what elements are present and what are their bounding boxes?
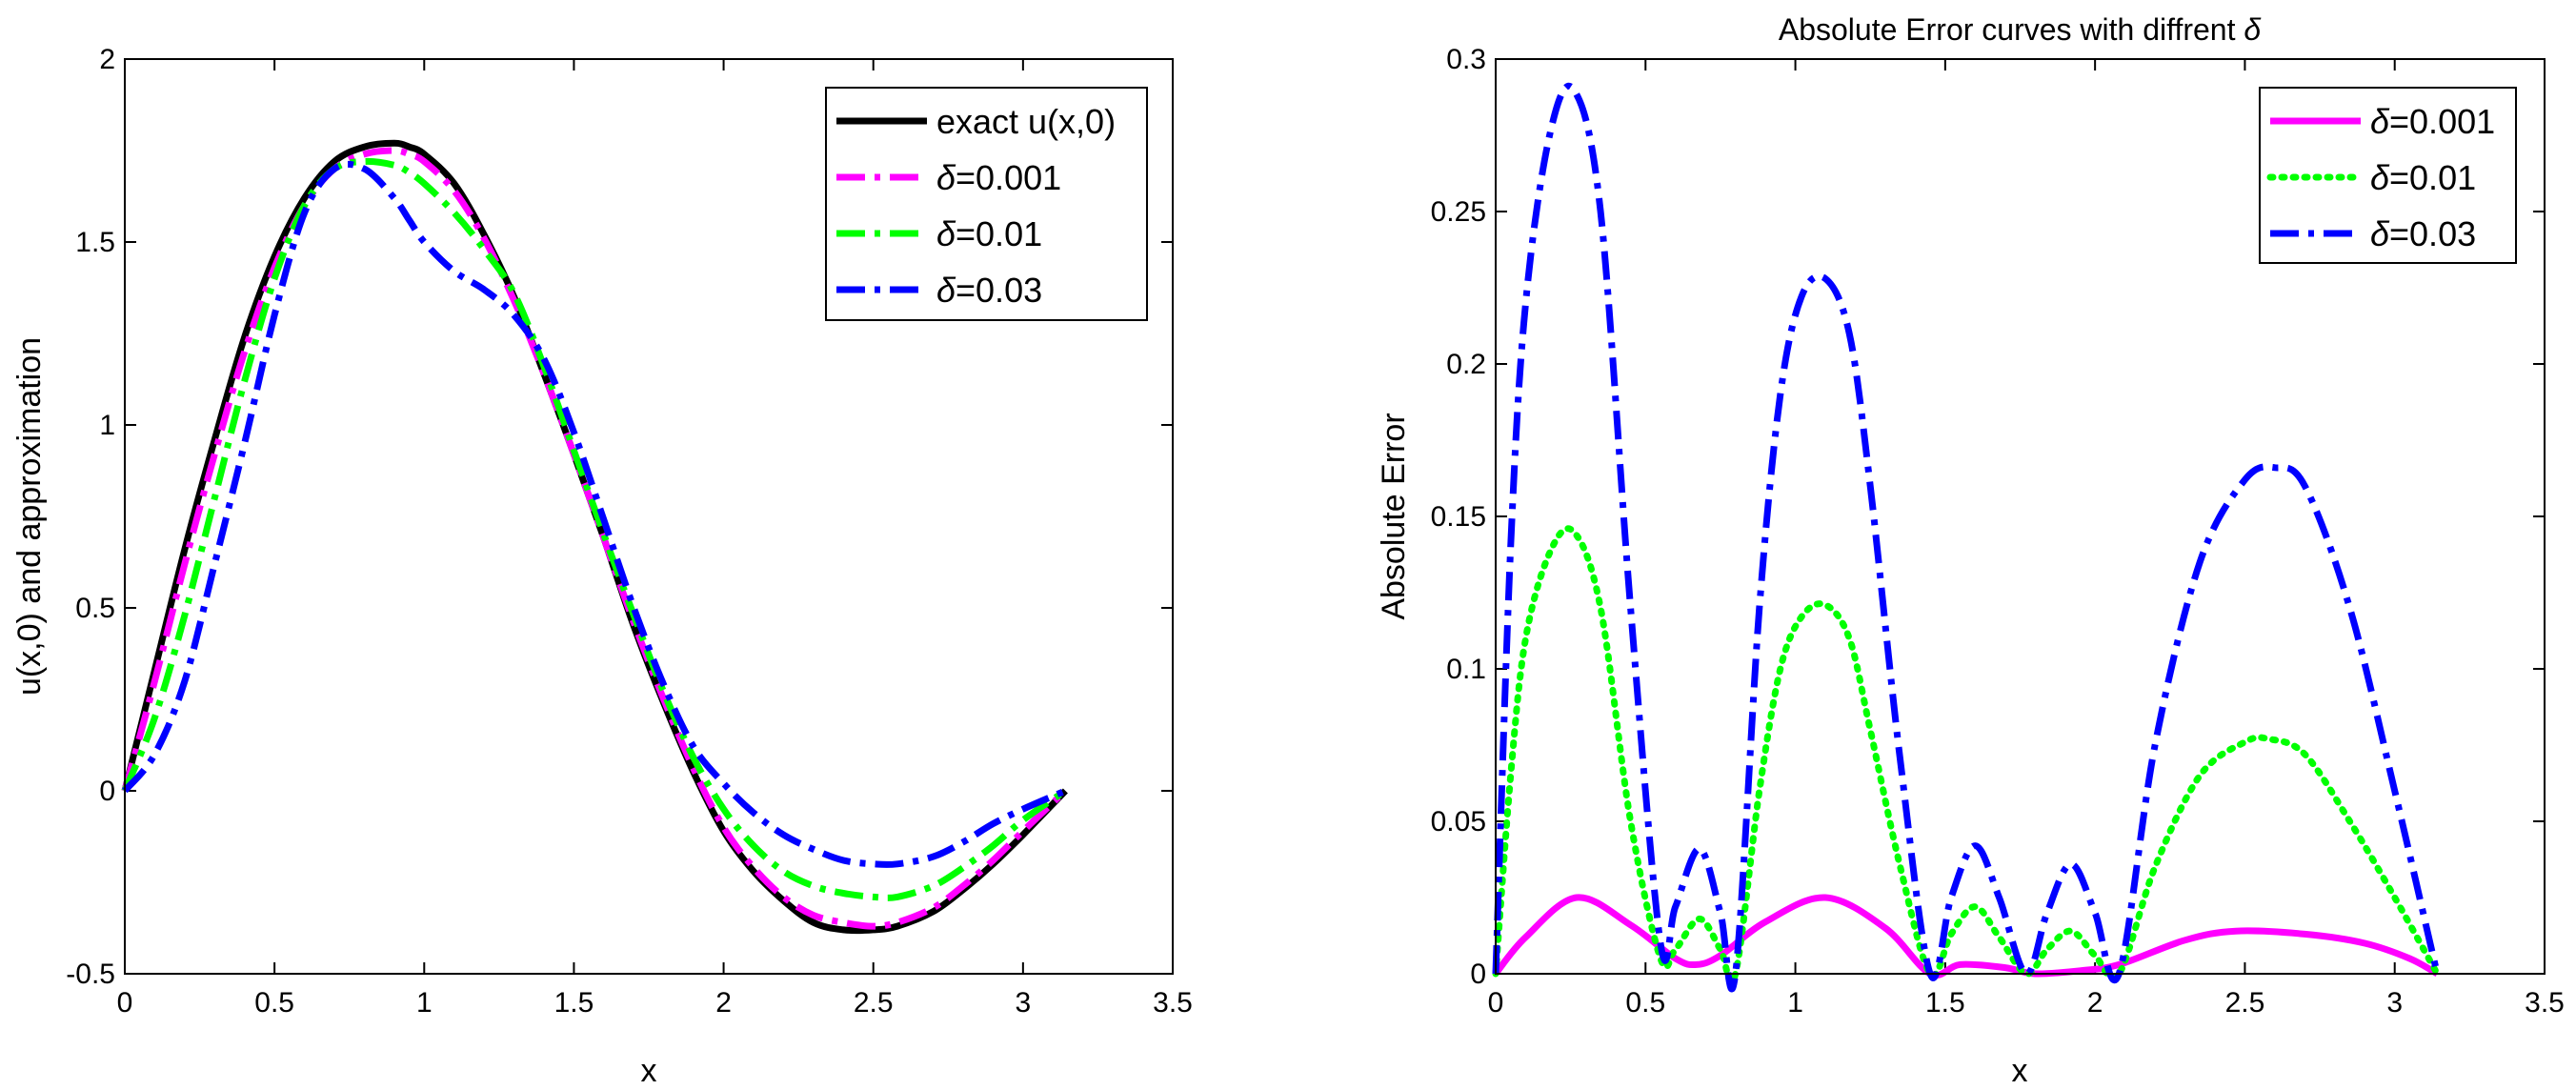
right-x-tick-label: 1.5 — [1925, 987, 1965, 1019]
left-axes-box — [124, 58, 1174, 975]
right-axis-ticks: 0 0.5 1 1.5 2 2.5 3 3.5 0 0.05 0.1 0.15 0.2 0.25 0.3 — [1431, 44, 2565, 1019]
right-chart: 0 0.5 1 1.5 2 2.5 3 3.5 0 0.05 0.1 0.15 0.2 0.25 0.3 A… — [1376, 12, 2565, 1089]
left-x-axis-label: x — [641, 1053, 657, 1089]
left-y-axis-label: u(x,0) and approximation — [11, 337, 48, 696]
left-y-tick-label: 2 — [99, 44, 115, 75]
right-legend-label-delta-0.03: δ=0.03 — [2370, 214, 2476, 253]
left-legend-label-delta-0.03: δ=0.03 — [936, 271, 1042, 310]
right-chart-title: Absolute Error curves with diffrent δ — [1779, 12, 2263, 47]
right-x-tick-label: 3 — [2386, 987, 2403, 1019]
right-x-tick-label: 0 — [1488, 987, 1504, 1019]
right-x-tick-label: 3.5 — [2525, 987, 2565, 1019]
right-x-tick-label: 0.5 — [1625, 987, 1665, 1019]
right-y-tick-label: 0.2 — [1446, 349, 1486, 380]
left-legend-entry-delta-0.001: δ=0.001 — [836, 158, 1061, 197]
right-legend: δ=0.001 δ=0.01 δ=0.03 — [2259, 87, 2517, 264]
right-y-axis-label: Absolute Error — [1376, 413, 1412, 619]
left-y-tick-label: 1.5 — [75, 227, 115, 258]
left-legend-box — [825, 87, 1148, 321]
right-series-line-1 — [1492, 525, 2441, 986]
left-y-tick-label: -0.5 — [66, 959, 115, 990]
left-x-tick-label: 2 — [715, 987, 732, 1019]
right-y-tick-label: 0.3 — [1446, 44, 1486, 75]
right-x-tick-label: 2.5 — [2225, 987, 2265, 1019]
left-series-line-3 — [122, 160, 1067, 869]
left-legend-entry-exact: exact u(x,0) — [836, 102, 1116, 141]
left-axis-ticks: 0 0.5 1 1.5 2 2.5 3 3.5-0.500.511.52 — [66, 44, 1193, 1019]
right-y-tick-label: 0.05 — [1431, 806, 1486, 838]
left-x-tick-label: 1 — [416, 987, 433, 1019]
left-legend-entry-delta-0.03: δ=0.03 — [836, 271, 1042, 310]
left-x-tick-label: 0 — [117, 987, 133, 1019]
right-y-tick-label: 0.1 — [1446, 654, 1486, 685]
left-legend-label-delta-0.01: δ=0.01 — [936, 214, 1042, 253]
left-legend: exact u(x,0) δ=0.001 δ=0.01 δ=0.03 — [825, 87, 1148, 321]
right-x-tick-label: 2 — [2087, 987, 2103, 1019]
left-legend-label-exact: exact u(x,0) — [936, 102, 1116, 141]
left-y-tick-label: 0.5 — [75, 593, 115, 624]
left-x-tick-label: 2.5 — [854, 987, 894, 1019]
right-legend-label-delta-0.01: δ=0.01 — [2370, 158, 2476, 197]
left-chart: 0 0.5 1 1.5 2 2.5 3 3.5-0.500.511.52 x u(x,0) a… — [11, 44, 1193, 1089]
left-y-tick-label: 0 — [99, 776, 115, 807]
right-legend-entry-delta-0.03: δ=0.03 — [2270, 214, 2476, 253]
right-legend-entry-delta-0.01: δ=0.01 — [2266, 158, 2476, 197]
right-series-line-2 — [1492, 82, 2441, 993]
left-series-line-2 — [121, 157, 1068, 901]
right-x-tick-label: 1 — [1787, 987, 1803, 1019]
right-y-tick-label: 0 — [1470, 959, 1486, 990]
left-x-tick-label: 1.5 — [554, 987, 594, 1019]
left-y-tick-label: 1 — [99, 410, 115, 441]
right-axes-box — [1495, 58, 2546, 975]
right-legend-label-delta-0.001: δ=0.001 — [2370, 102, 2495, 141]
left-legend-label-delta-0.001: δ=0.001 — [936, 158, 1061, 197]
right-legend-entry-delta-0.001: δ=0.001 — [2270, 102, 2495, 141]
left-x-tick-label: 3 — [1016, 987, 1032, 1019]
left-x-tick-label: 3.5 — [1153, 987, 1193, 1019]
left-legend-entry-delta-0.01: δ=0.01 — [836, 214, 1042, 253]
right-x-axis-label: x — [2012, 1053, 2028, 1089]
right-y-tick-label: 0.25 — [1431, 196, 1486, 228]
right-y-tick-label: 0.15 — [1431, 501, 1486, 533]
left-series-group — [121, 139, 1068, 935]
left-x-tick-label: 0.5 — [254, 987, 294, 1019]
